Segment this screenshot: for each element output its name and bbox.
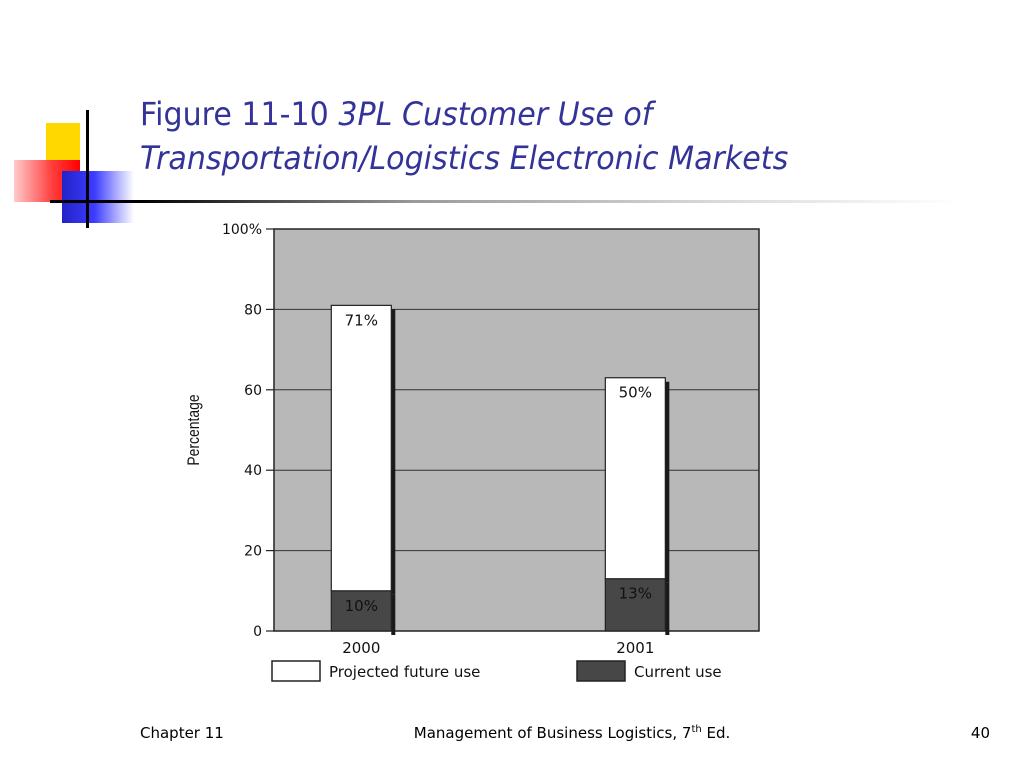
slide-title-caption: 3PL Customer Use of Transportation/Logis… <box>140 95 789 177</box>
y-tick-label: 0 <box>253 624 262 640</box>
y-tick-label: 60 <box>244 383 262 399</box>
bar-segment <box>604 578 666 632</box>
footer-book-title-text: Management of Business Logistics, 7 <box>413 724 692 742</box>
y-axis-label: Percentage <box>185 394 204 465</box>
footer-edition-suffix: Ed. <box>701 724 731 742</box>
y-tick-label: 40 <box>244 463 262 479</box>
bar-data-label: 13% <box>619 585 652 603</box>
bar-shadow <box>665 582 670 635</box>
bar-shadow <box>391 594 396 635</box>
bar-shadow <box>665 381 670 583</box>
footer-edition-superscript: th <box>691 724 702 735</box>
footer-book-title: Management of Business Logistics, 7th Ed… <box>0 724 1024 742</box>
bar-shadow <box>391 309 396 595</box>
bar-segment <box>604 377 666 580</box>
slide-title-figure-number: Figure 11-10 <box>140 95 339 133</box>
bar-segment <box>330 304 392 592</box>
page-number: 40 <box>970 724 990 742</box>
decor-vertical-line <box>86 110 89 228</box>
decor-blue-square <box>62 171 134 223</box>
slide-title: Figure 11-10 3PL Customer Use of Transpo… <box>140 92 939 180</box>
bar-data-label: 71% <box>345 311 378 329</box>
y-tick-label: 100% <box>222 222 262 238</box>
legend-label-current-use: Current use <box>634 663 722 681</box>
y-tick-label: 20 <box>244 544 262 560</box>
bar-data-label: 50% <box>619 384 652 402</box>
y-tick-label: 80 <box>244 302 262 318</box>
legend-swatch-current-use <box>576 660 626 682</box>
title-underline <box>50 200 960 203</box>
x-tick-label: 2000 <box>342 639 380 657</box>
bars: 10% 71% 13% 50% <box>330 304 670 635</box>
legend-label-projected-future-use: Projected future use <box>329 663 480 681</box>
legend-swatch-projected-future-use <box>271 660 321 682</box>
footer-chapter: Chapter 11 <box>140 724 224 742</box>
legend: Projected future use Current use <box>271 660 722 682</box>
bar-data-label: 10% <box>345 597 378 615</box>
chart: 0 20 40 60 80 100% 10% 71% 13% 50% 2000 2001 Perc… <box>185 222 760 682</box>
y-axis: 0 20 40 60 80 100% <box>222 222 274 640</box>
x-tick-label: 2001 <box>616 639 654 657</box>
x-axis: 2000 2001 <box>342 639 654 657</box>
